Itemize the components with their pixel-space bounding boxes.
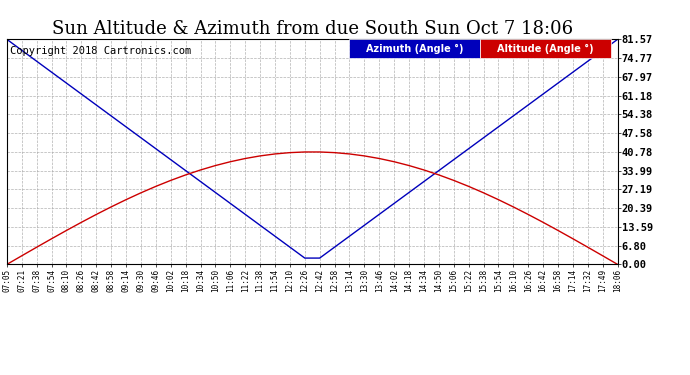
Title: Sun Altitude & Azimuth from due South Sun Oct 7 18:06: Sun Altitude & Azimuth from due South Su… — [52, 20, 573, 38]
FancyBboxPatch shape — [349, 39, 480, 58]
Text: Copyright 2018 Cartronics.com: Copyright 2018 Cartronics.com — [10, 46, 191, 56]
Text: Altitude (Angle °): Altitude (Angle °) — [497, 44, 594, 54]
FancyBboxPatch shape — [480, 39, 611, 58]
Text: Azimuth (Angle °): Azimuth (Angle °) — [366, 44, 463, 54]
